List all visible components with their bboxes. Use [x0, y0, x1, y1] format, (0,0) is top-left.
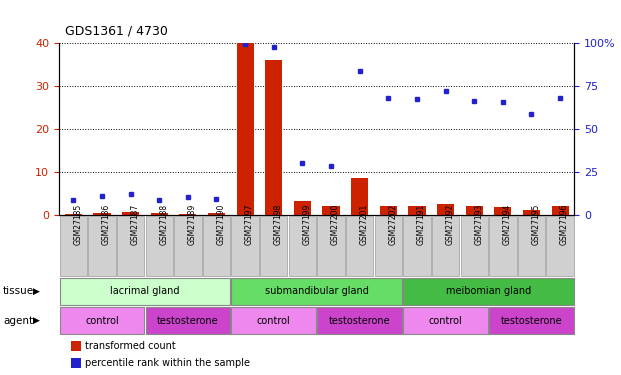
- Text: GSM27196: GSM27196: [560, 203, 569, 245]
- Text: control: control: [428, 315, 463, 326]
- Text: GSM27200: GSM27200: [331, 203, 340, 245]
- Bar: [122, 211, 139, 215]
- Text: testosterone: testosterone: [157, 315, 219, 326]
- Text: transformed count: transformed count: [85, 341, 176, 351]
- Bar: [379, 206, 397, 215]
- Text: GSM27188: GSM27188: [159, 204, 168, 245]
- Text: GSM27193: GSM27193: [474, 203, 483, 245]
- Bar: [151, 213, 168, 215]
- Bar: [437, 204, 454, 215]
- Text: ▶: ▶: [32, 287, 40, 296]
- Bar: [265, 60, 283, 215]
- Text: lacrimal gland: lacrimal gland: [110, 286, 179, 297]
- Text: control: control: [257, 315, 291, 326]
- Text: tissue: tissue: [3, 286, 34, 297]
- Bar: [466, 206, 483, 215]
- Text: ▶: ▶: [32, 316, 40, 325]
- Bar: [409, 206, 425, 215]
- Text: GSM27190: GSM27190: [217, 203, 225, 245]
- Text: GSM27187: GSM27187: [130, 204, 140, 245]
- Text: GSM27186: GSM27186: [102, 204, 111, 245]
- Text: agent: agent: [3, 315, 34, 326]
- Text: GSM27201: GSM27201: [360, 204, 369, 245]
- Text: testosterone: testosterone: [501, 315, 562, 326]
- Bar: [494, 207, 512, 215]
- Text: GSM27191: GSM27191: [417, 204, 426, 245]
- Text: control: control: [85, 315, 119, 326]
- Text: GDS1361 / 4730: GDS1361 / 4730: [65, 25, 168, 38]
- Bar: [551, 206, 569, 215]
- Text: testosterone: testosterone: [329, 315, 391, 326]
- Text: GSM27199: GSM27199: [302, 203, 311, 245]
- Bar: [523, 210, 540, 215]
- Text: GSM27198: GSM27198: [274, 204, 283, 245]
- Bar: [65, 214, 82, 215]
- Bar: [179, 214, 196, 215]
- Text: percentile rank within the sample: percentile rank within the sample: [85, 358, 250, 368]
- Bar: [93, 213, 111, 215]
- Text: GSM27202: GSM27202: [388, 204, 397, 245]
- Text: GSM27189: GSM27189: [188, 204, 197, 245]
- Bar: [294, 201, 311, 215]
- Bar: [322, 206, 340, 215]
- Bar: [351, 178, 368, 215]
- Text: GSM27197: GSM27197: [245, 203, 254, 245]
- Bar: [208, 213, 225, 215]
- Text: meibomian gland: meibomian gland: [446, 286, 531, 297]
- Text: GSM27185: GSM27185: [73, 204, 83, 245]
- Text: GSM27195: GSM27195: [532, 203, 540, 245]
- Text: submandibular gland: submandibular gland: [265, 286, 369, 297]
- Text: GSM27194: GSM27194: [503, 203, 512, 245]
- Text: GSM27192: GSM27192: [446, 204, 455, 245]
- Bar: [237, 43, 254, 215]
